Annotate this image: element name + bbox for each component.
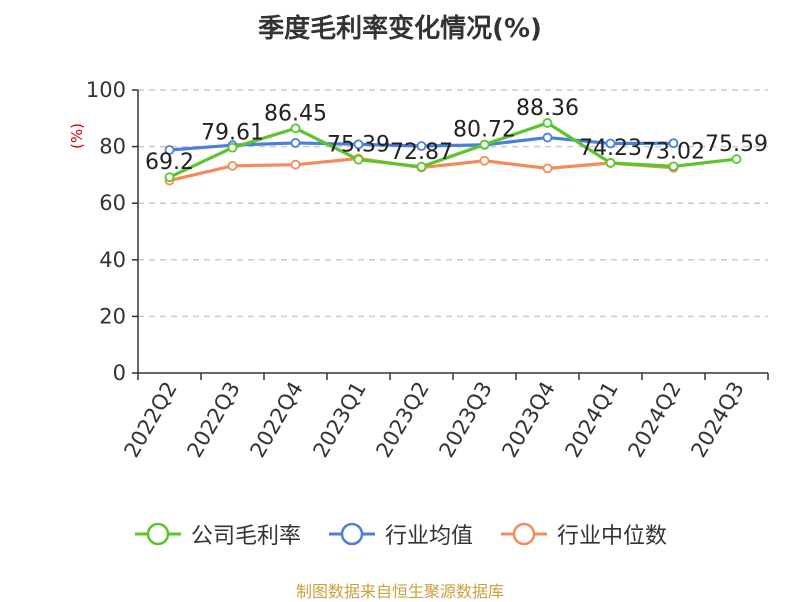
x-tick-label: 2022Q3 — [182, 378, 244, 462]
data-point — [416, 141, 427, 151]
legend-item[interactable]: 行业均值 — [327, 518, 473, 550]
data-point — [164, 145, 175, 155]
chart-title: 季度毛利率变化情况(%) — [258, 14, 542, 44]
data-point — [479, 155, 490, 166]
data-point — [227, 160, 238, 171]
data-point — [605, 138, 616, 149]
legend-item[interactable]: 公司毛利率 — [133, 518, 301, 550]
data-point — [542, 118, 553, 128]
data-label: 86.45 — [264, 101, 327, 126]
data-point — [353, 139, 364, 150]
y-tick-label: 20 — [99, 304, 126, 328]
x-tick-label: 2022Q2 — [119, 378, 181, 462]
x-tick-label: 2023Q4 — [497, 378, 559, 462]
data-label: 73.02 — [642, 139, 705, 164]
legend-marker-icon — [134, 522, 181, 546]
data-point — [353, 154, 364, 165]
data-label: 88.36 — [516, 96, 579, 121]
data-label: 72.87 — [390, 140, 453, 165]
data-point — [290, 123, 301, 134]
source-note: 制图数据来自恒生聚源数据库 — [295, 582, 504, 601]
data-point — [668, 161, 679, 172]
data-point — [290, 138, 301, 148]
x-tick-label: 2024Q3 — [686, 378, 748, 462]
legend: 公司毛利率 行业均值 行业中位数 — [0, 518, 800, 550]
data-label: 69.2 — [145, 150, 194, 175]
y-tick-label: 60 — [99, 191, 126, 215]
y-tick-label: 0 — [113, 361, 126, 385]
y-tick-label: 100 — [86, 78, 126, 102]
data-point — [542, 163, 553, 174]
data-point — [164, 172, 175, 183]
series-lines — [164, 118, 742, 186]
y-tick-label: 80 — [99, 135, 126, 159]
x-tick-label: 2024Q2 — [623, 378, 685, 462]
data-point — [731, 154, 742, 164]
x-tick-label: 2022Q4 — [245, 378, 307, 462]
data-point — [605, 158, 616, 168]
data-point — [542, 132, 553, 143]
data-point — [416, 161, 427, 172]
data-point — [227, 142, 238, 153]
legend-item[interactable]: 行业中位数 — [499, 518, 667, 550]
data-point — [290, 159, 301, 170]
legend-label: 行业均值 — [384, 524, 473, 549]
data-label: 75.59 — [705, 132, 768, 157]
legend-marker-icon — [328, 522, 375, 546]
data-label: 74.23 — [579, 136, 642, 161]
y-tick-label: 40 — [99, 248, 126, 272]
x-tick-label: 2024Q1 — [560, 378, 622, 462]
series-line — [168, 121, 737, 179]
grid-lines — [138, 89, 768, 318]
x-tick-label: 2023Q2 — [371, 378, 433, 462]
legend-label: 行业中位数 — [557, 524, 668, 549]
x-tick-label: 2023Q3 — [434, 378, 496, 462]
legend-label: 公司毛利率 — [190, 524, 301, 549]
data-label: 80.72 — [453, 118, 516, 143]
legend-marker-icon — [501, 522, 547, 546]
data-point — [479, 139, 490, 150]
x-tick-label: 2023Q1 — [308, 378, 370, 462]
data-label: 75.39 — [327, 133, 390, 158]
data-label: 79.61 — [201, 121, 264, 146]
data-point — [668, 138, 679, 149]
